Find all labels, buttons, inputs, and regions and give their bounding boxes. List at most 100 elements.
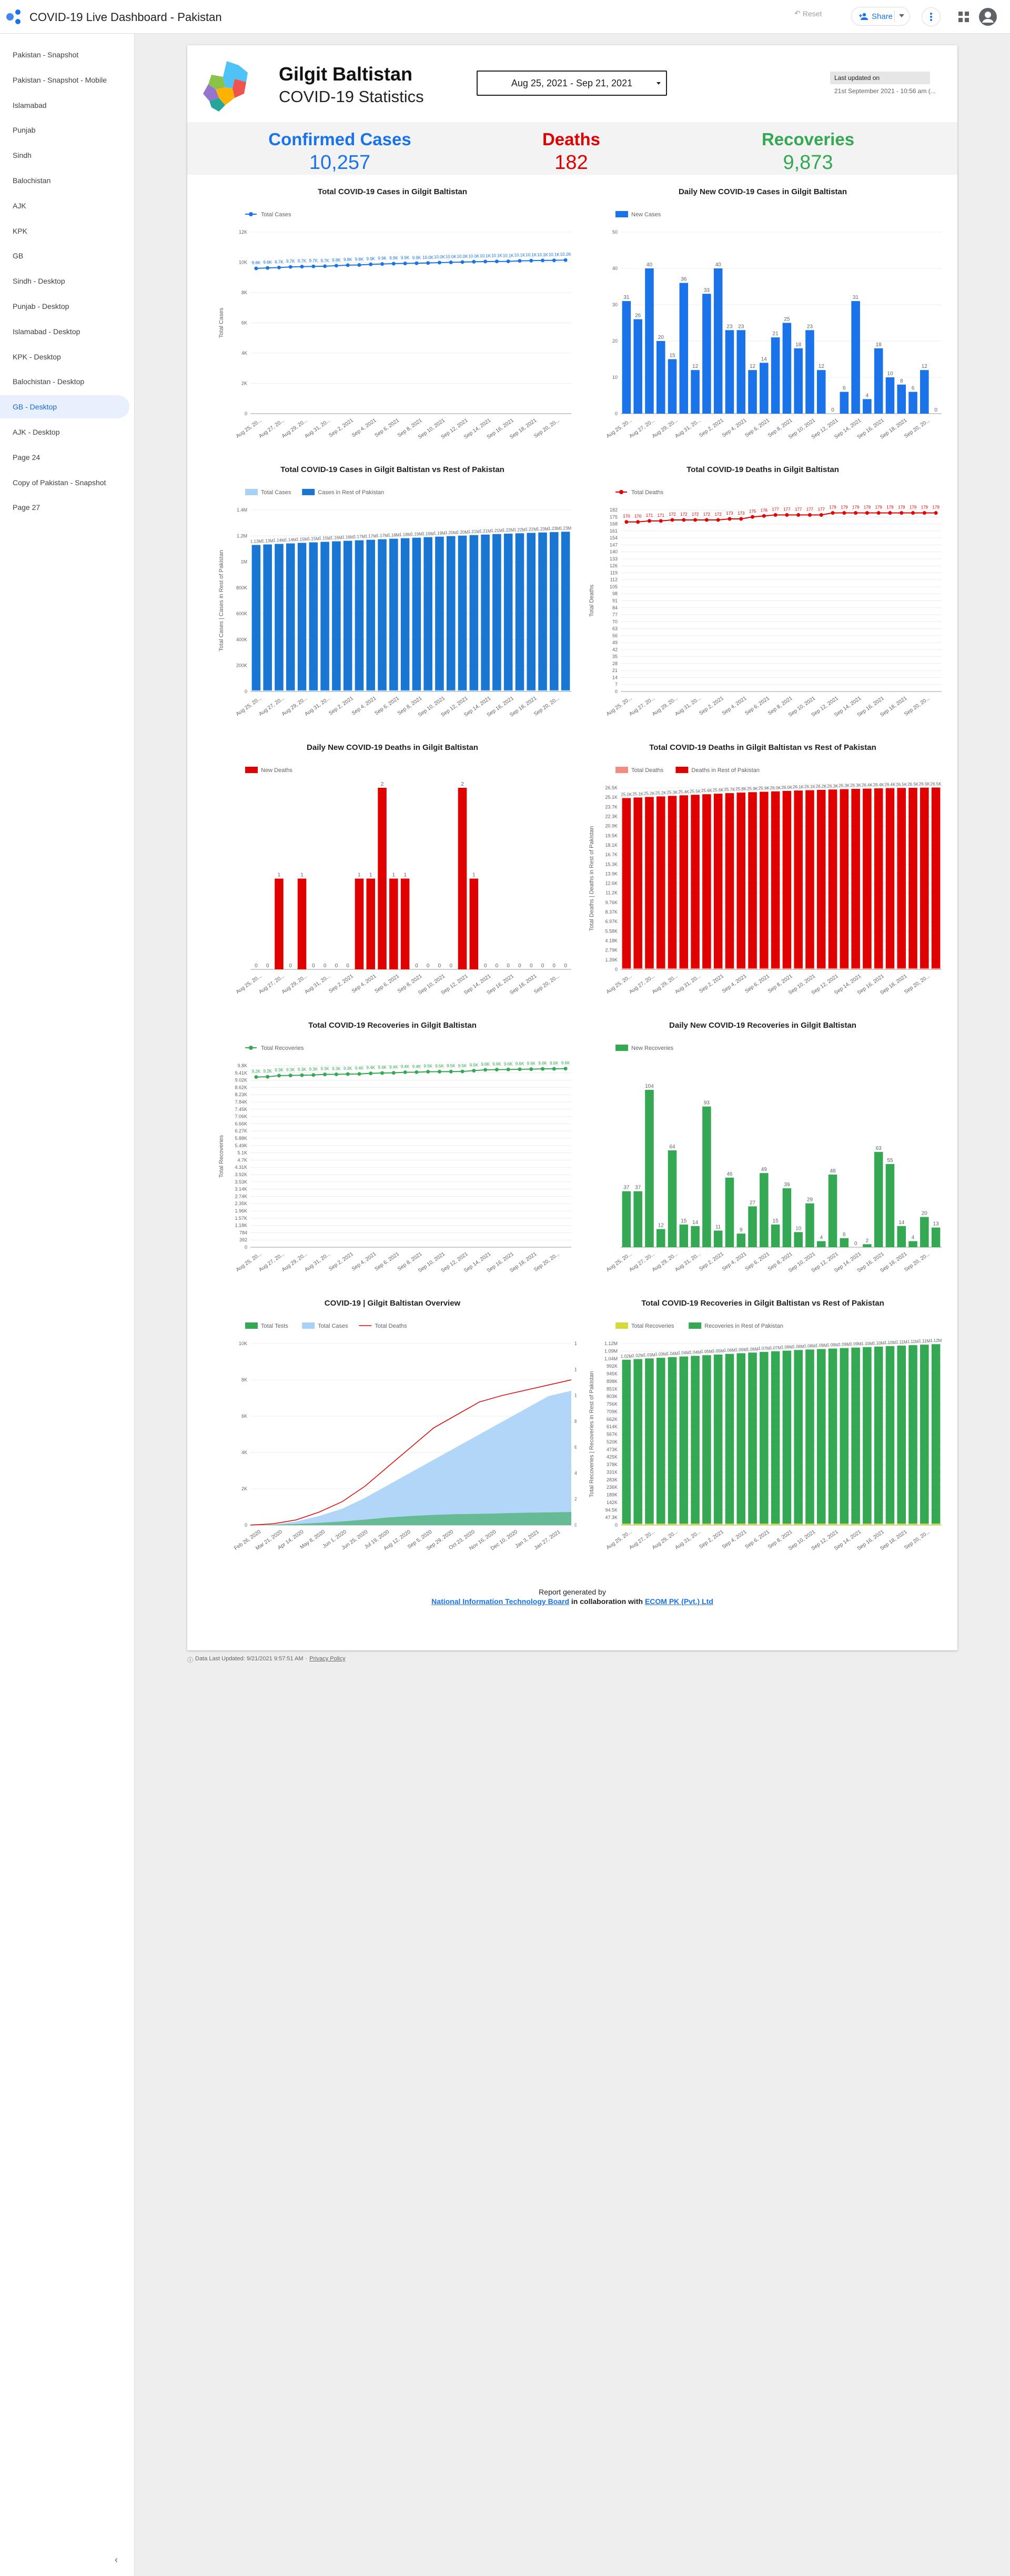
bar-value-label: 40 (647, 262, 653, 268)
chart-total-deaths[interactable]: Total COVID-19 Deaths in Gilgit Baltista… (579, 463, 957, 736)
y-tick-label: 11.2K (605, 890, 618, 896)
bar (263, 544, 272, 691)
point-value-label: 9.6K (504, 1061, 513, 1066)
recoveries-stat: Recoveries 9,873 (713, 129, 903, 174)
bar-value-label: 25.7K (724, 787, 736, 792)
y-tick-label: 2K (241, 381, 247, 386)
privacy-policy-link[interactable]: Privacy Policy (309, 1656, 346, 1662)
sidebar-item-islamabad[interactable]: Islamabad (13, 101, 47, 109)
bar (782, 790, 792, 969)
bar (874, 1346, 883, 1525)
y-tick-label: 0 (615, 1522, 618, 1528)
point-value-label: 9.9K (367, 256, 376, 261)
bar (897, 1346, 906, 1525)
sidebar-item-kpk[interactable]: KPK (13, 226, 28, 235)
x-tick-label: Aug 31, 20... (304, 1251, 331, 1273)
chart-svg: Daily New COVID-19 Cases in Gilgit Balti… (605, 187, 942, 440)
bar-value-label: 1.04M (666, 1351, 679, 1356)
bar (679, 968, 689, 969)
data-point (506, 259, 510, 264)
more-options-button[interactable] (922, 7, 941, 26)
y-tick-label: 945K (607, 1371, 618, 1377)
date-range-picker[interactable]: Aug 25, 2021 - Sep 21, 2021 (477, 71, 667, 96)
sidebar-item-page-24[interactable]: Page 24 (13, 453, 41, 462)
deaths-stat: Deaths 182 (477, 129, 666, 174)
bar-value-label: 11 (715, 1224, 721, 1230)
reset-button[interactable]: ↶ Reset (794, 9, 822, 18)
chevron-left-icon[interactable]: ‹ (115, 2554, 118, 2565)
x-tick-label: Sep 20, 20... (533, 973, 561, 995)
sidebar-item-ajk-desktop[interactable]: AJK - Desktop (13, 428, 60, 436)
bar (782, 1523, 792, 1525)
chart-daily-recoveries[interactable]: Daily New COVID-19 Recoveries in Gilgit … (579, 1018, 957, 1292)
sidebar-item-ajk[interactable]: AJK (13, 201, 26, 210)
legend-label: Total Cases (261, 489, 291, 496)
data-point (472, 1069, 476, 1073)
bar (760, 968, 769, 969)
bar-value-label: 0 (312, 963, 315, 969)
sidebar-item-kpk-desktop[interactable]: KPK - Desktop (13, 352, 61, 361)
bar (492, 534, 501, 691)
sidebar-item-balochistan-desktop[interactable]: Balochistan - Desktop (13, 377, 85, 386)
share-button[interactable]: Share (851, 7, 910, 26)
x-tick-label: Sep 4, 2021 (721, 695, 748, 716)
bar-value-label: 1.23M (548, 526, 560, 531)
legend-label: Total Deaths (375, 1323, 407, 1329)
chart-total-cases[interactable]: Total COVID-19 Cases in Gilgit Baltistan… (208, 185, 587, 458)
sidebar-item-pakistan-snapshot-mobile[interactable]: Pakistan - Snapshot - Mobile (13, 75, 107, 84)
sidebar-item-copy-of-pakistan-snapshot[interactable]: Copy of Pakistan - Snapshot (13, 478, 106, 487)
region-title: Gilgit Baltistan (279, 63, 413, 85)
deaths-line (250, 1379, 572, 1526)
bar (622, 798, 631, 969)
chart-daily-cases[interactable]: Daily New COVID-19 Cases in Gilgit Balti… (579, 185, 957, 458)
point-value-label: 172 (703, 512, 711, 517)
chart-daily-deaths[interactable]: Daily New COVID-19 Deaths in Gilgit Balt… (208, 740, 587, 1014)
bar-value-label: 29 (807, 1197, 813, 1203)
sidebar-item-gb-desktop[interactable]: GB - Desktop (0, 395, 129, 419)
sidebar-item-islamabad-desktop[interactable]: Islamabad - Desktop (13, 327, 80, 336)
sidebar-item-punjab[interactable]: Punjab (13, 126, 36, 135)
x-tick-label: Sep 6, 2021 (744, 1529, 771, 1550)
summary-stats-bar: Confirmed Cases 10,257 Deaths 182 Recove… (187, 122, 957, 175)
ecom-link[interactable]: ECOM PK (Pvt.) Ltd (644, 1597, 713, 1606)
apps-grid-icon[interactable] (958, 12, 969, 22)
bar (816, 1241, 826, 1247)
y-tick-label: 6K (241, 320, 247, 326)
data-point (552, 258, 556, 263)
y-axis-label: Total Recoveries | Recoveries in Rest of… (589, 1371, 595, 1497)
bar (863, 1523, 872, 1525)
bar (343, 690, 352, 691)
bar-value-label: 1.05M (701, 1349, 713, 1354)
bar (355, 690, 364, 691)
bar (748, 1206, 757, 1247)
bar-value-label: 25.6K (713, 788, 724, 793)
bar-value-label: 25 (784, 317, 790, 323)
chart-recoveries-vs-rest[interactable]: Total COVID-19 Recoveries in Gilgit Balt… (579, 1296, 957, 1570)
sidebar-item-sindh[interactable]: Sindh (13, 151, 32, 160)
sidebar-item-page-27[interactable]: Page 27 (13, 503, 41, 512)
y-tick-label: 9.76K (605, 900, 618, 905)
share-dropdown-icon[interactable] (899, 14, 904, 17)
bar-value-label: 2 (461, 781, 464, 787)
sidebar-item-gb[interactable]: GB (13, 252, 24, 260)
data-point (380, 1071, 385, 1075)
sidebar-item-sindh-desktop[interactable]: Sindh - Desktop (13, 277, 65, 286)
chart-overview[interactable]: COVID-19 | Gilgit Baltistan Overview Tota… (208, 1296, 587, 1570)
account-icon[interactable] (978, 7, 997, 26)
chart-svg: Total COVID-19 Recoveries in Gilgit Balt… (218, 1021, 571, 1274)
point-value-label: 10.0K (446, 255, 457, 259)
sidebar-item-punjab-desktop[interactable]: Punjab - Desktop (13, 302, 69, 310)
point-value-label: 9.2K (252, 1069, 261, 1074)
nitb-link[interactable]: National Information Technology Board (431, 1597, 570, 1606)
sidebar-item-balochistan[interactable]: Balochistan (13, 176, 51, 185)
chart-cases-vs-rest[interactable]: Total COVID-19 Cases in Gilgit Baltistan… (208, 463, 587, 736)
chart-title: Total COVID-19 Deaths in Gilgit Baltista… (649, 743, 876, 752)
bar-value-label: 1.16M (342, 535, 354, 540)
legend-item: New Recoveries (615, 1045, 674, 1051)
bar-value-label: 26 (635, 313, 641, 319)
sidebar-item-pakistan-snapshot[interactable]: Pakistan - Snapshot (13, 51, 79, 59)
chart-deaths-vs-rest[interactable]: Total COVID-19 Deaths in Gilgit Baltista… (579, 740, 957, 1014)
chart-total-recoveries[interactable]: Total COVID-19 Recoveries in Gilgit Balt… (208, 1018, 587, 1292)
data-studio-logo-icon[interactable] (5, 8, 23, 25)
data-point (785, 513, 789, 517)
